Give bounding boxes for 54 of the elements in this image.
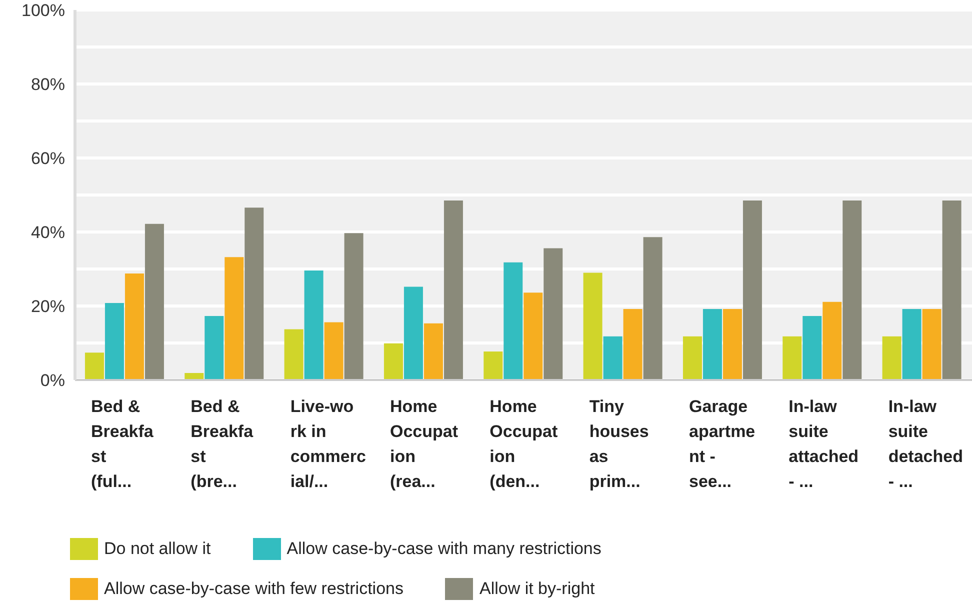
bar	[942, 200, 962, 380]
bar	[324, 322, 344, 380]
bar	[144, 224, 164, 380]
bar	[344, 233, 364, 380]
legend-label: Do not allow it	[104, 539, 211, 559]
y-tick-label: 80%	[30, 75, 65, 94]
bar	[404, 286, 423, 380]
bar	[384, 343, 403, 380]
legend-label: Allow case-by-case with many restrictions	[286, 539, 602, 559]
bar	[204, 316, 224, 380]
bar	[842, 200, 862, 380]
x-tick-label: Garage apartment - see...	[689, 397, 756, 491]
bar	[643, 237, 662, 380]
bar	[224, 257, 244, 380]
bar	[284, 329, 304, 380]
bar	[544, 248, 563, 380]
bar	[524, 292, 543, 380]
bar	[603, 336, 622, 380]
y-tick-label: 0%	[40, 371, 65, 390]
bar	[882, 336, 902, 380]
x-tick-label: Live-work in commercial/...	[290, 397, 366, 491]
bar	[782, 336, 802, 380]
x-tick-label: In-law suite attached - ...	[788, 397, 859, 491]
y-tick-label: 60%	[30, 149, 65, 168]
bar	[623, 308, 642, 380]
x-tick-label: Tiny houses as prim...	[589, 397, 649, 491]
bar	[742, 200, 762, 380]
bar	[922, 308, 942, 380]
x-tick-label: Home Occupation (rea...	[390, 397, 458, 491]
x-tick-label: Home Occupation (den...	[490, 397, 558, 491]
bar	[104, 303, 124, 380]
bar	[244, 208, 264, 380]
bar	[802, 316, 822, 380]
bar	[722, 308, 742, 380]
bar	[484, 352, 503, 380]
bar	[444, 200, 463, 380]
bar	[84, 352, 104, 380]
bar	[902, 308, 922, 380]
bar	[583, 272, 602, 380]
legend-label: Allow it by-right	[479, 579, 595, 599]
y-tick-label: 20%	[30, 297, 65, 316]
x-tick-label: In-law suite detached - ...	[888, 397, 963, 491]
y-tick-label: 40%	[30, 223, 65, 242]
bar	[702, 308, 722, 380]
x-tick-label: Bed & Breakfast (ful...	[91, 397, 154, 491]
bar	[682, 336, 702, 380]
bar	[124, 273, 144, 380]
bar	[822, 302, 842, 380]
bar	[424, 323, 443, 380]
bar	[504, 262, 523, 380]
x-tick-label: Bed & Breakfast (bre...	[190, 397, 254, 491]
bar	[304, 270, 324, 380]
legend-label: Allow case-by-case with few restrictions	[104, 579, 404, 599]
y-tick-label: 100%	[22, 1, 65, 20]
